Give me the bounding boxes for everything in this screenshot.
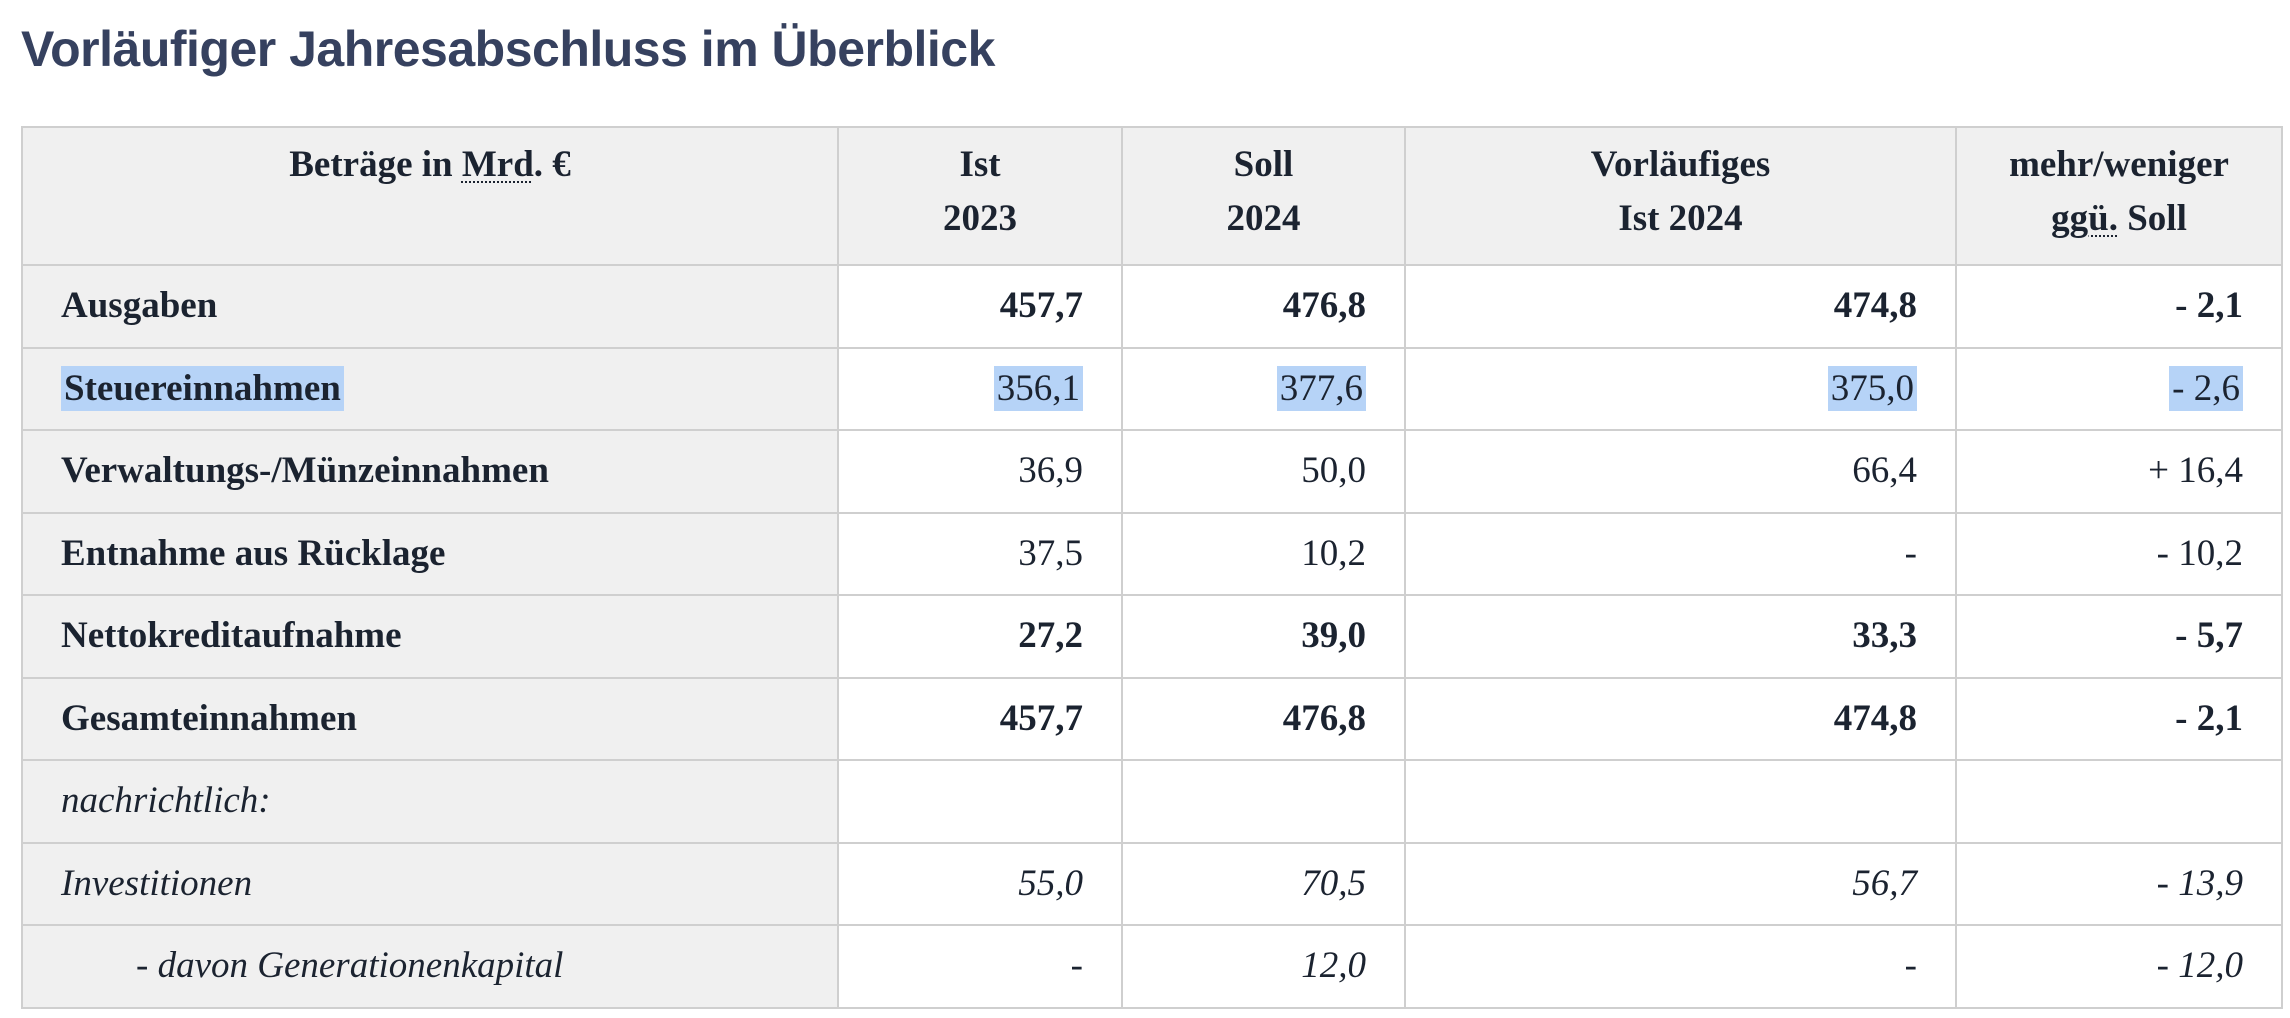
- cell-soll-2024: 12,0: [1121, 924, 1406, 1009]
- cell-soll-2024: 377,6: [1121, 346, 1406, 431]
- row-label: Ausgaben: [21, 264, 839, 349]
- table-header-row: Beträge in Mrd. € Ist 2023 Soll 2024 Vorlä…: [21, 126, 2283, 266]
- cell-vorl-ist-2024: 474,8: [1404, 264, 1957, 349]
- header-line: mehr/weniger: [2009, 144, 2229, 185]
- row-label: Nettokreditaufnahme: [21, 594, 839, 679]
- row-label-cell: Steuereinnahmen: [21, 346, 839, 431]
- cell-diff: [1955, 759, 2283, 844]
- cell-diff: - 10,2: [1955, 511, 2283, 596]
- selected-text[interactable]: 356,1: [993, 365, 1083, 411]
- cell-ist-2023: 55,0: [837, 841, 1123, 926]
- cell-diff: - 2,1: [1955, 676, 2283, 761]
- table-row-steuereinnahmen: Steuereinnahmen 356,1 377,6 375,0 - 2,6: [21, 346, 2283, 431]
- cell-vorl-ist-2024: [1404, 759, 1957, 844]
- cell-diff: - 5,7: [1955, 594, 2283, 679]
- cell-ist-2023: 27,2: [837, 594, 1123, 679]
- header-line: Ist 2024: [1618, 198, 1743, 239]
- table-row-investitionen: Investitionen 55,0 70,5 56,7 - 13,9: [21, 841, 2283, 926]
- selected-text[interactable]: 375,0: [1827, 365, 1917, 411]
- selected-text[interactable]: Steuereinnahmen: [61, 365, 344, 411]
- cell-soll-2024: [1121, 759, 1406, 844]
- header-unit-suffix: . €: [533, 144, 571, 185]
- header-line: Ist: [959, 144, 1001, 185]
- header-difference: mehr/weniger ggü. Soll: [1955, 126, 2283, 266]
- row-label: nachrichtlich:: [21, 759, 839, 844]
- cell-diff: - 13,9: [1955, 841, 2283, 926]
- table-row-verwaltungseinnahmen: Verwaltungs-/Münzeinnahmen 36,9 50,0 66,…: [21, 429, 2283, 514]
- cell-vorl-ist-2024: 56,7: [1404, 841, 1957, 926]
- cell-vorl-ist-2024: 375,0: [1404, 346, 1957, 431]
- selected-text[interactable]: - 2,6: [2169, 365, 2243, 411]
- row-label: - davon Generationenkapital: [21, 924, 839, 1009]
- cell-vorl-ist-2024: -: [1404, 511, 1957, 596]
- cell-soll-2024: 476,8: [1121, 264, 1406, 349]
- cell-diff: + 16,4: [1955, 429, 2283, 514]
- header-line: Vorläufiges: [1590, 144, 1771, 185]
- table-row-entnahme-ruecklage: Entnahme aus Rücklage 37,5 10,2 - - 10,2: [21, 511, 2283, 596]
- cell-ist-2023: [837, 759, 1123, 844]
- cell-soll-2024: 50,0: [1121, 429, 1406, 514]
- table-row-gesamteinnahmen: Gesamteinnahmen 457,7 476,8 474,8 - 2,1: [21, 676, 2283, 761]
- header-line: 2023: [943, 198, 1017, 239]
- header-line: Soll: [2117, 198, 2187, 239]
- cell-ist-2023: 37,5: [837, 511, 1123, 596]
- cell-soll-2024: 70,5: [1121, 841, 1406, 926]
- header-vorlaeufiges-ist-2024: Vorläufiges Ist 2024: [1404, 126, 1957, 266]
- budget-overview-table: Beträge in Mrd. € Ist 2023 Soll 2024 Vorlä…: [21, 126, 2283, 1009]
- header-line: 2024: [1226, 198, 1301, 239]
- table-row-generationenkapital: - davon Generationenkapital - 12,0 - - 1…: [21, 924, 2283, 1009]
- row-label: Entnahme aus Rücklage: [21, 511, 839, 596]
- selected-text[interactable]: 377,6: [1276, 365, 1366, 411]
- row-label: Verwaltungs-/Münzeinnahmen: [21, 429, 839, 514]
- cell-diff: - 2,6: [1955, 346, 2283, 431]
- table-row-nettokreditaufnahme: Nettokreditaufnahme 27,2 39,0 33,3 - 5,7: [21, 594, 2283, 679]
- cell-diff: - 2,1: [1955, 264, 2283, 349]
- cell-vorl-ist-2024: 474,8: [1404, 676, 1957, 761]
- cell-ist-2023: 457,7: [837, 264, 1123, 349]
- cell-vorl-ist-2024: -: [1404, 924, 1957, 1009]
- header-amounts-unit: Beträge in Mrd. €: [21, 126, 839, 266]
- cell-ist-2023: -: [837, 924, 1123, 1009]
- table-row-nachrichtlich: nachrichtlich:: [21, 759, 2283, 844]
- cell-ist-2023: 356,1: [837, 346, 1123, 431]
- cell-soll-2024: 39,0: [1121, 594, 1406, 679]
- cell-vorl-ist-2024: 33,3: [1404, 594, 1957, 679]
- cell-vorl-ist-2024: 66,4: [1404, 429, 1957, 514]
- abbr-mrd[interactable]: Mrd: [461, 144, 534, 185]
- cell-diff: - 12,0: [1955, 924, 2283, 1009]
- cell-ist-2023: 457,7: [837, 676, 1123, 761]
- header-line: Soll: [1233, 144, 1294, 185]
- header-unit-prefix: Beträge in: [289, 144, 462, 185]
- header-ist-2023: Ist 2023: [837, 126, 1123, 266]
- table-row-ausgaben: Ausgaben 457,7 476,8 474,8 - 2,1: [21, 264, 2283, 349]
- abbr-ggue[interactable]: ggü.: [2051, 198, 2118, 239]
- cell-soll-2024: 10,2: [1121, 511, 1406, 596]
- row-label: Gesamteinnahmen: [21, 676, 839, 761]
- cell-soll-2024: 476,8: [1121, 676, 1406, 761]
- cell-ist-2023: 36,9: [837, 429, 1123, 514]
- page-title: Vorläufiger Jahresabschluss im Überblick: [21, 21, 995, 77]
- row-label: Investitionen: [21, 841, 839, 926]
- header-soll-2024: Soll 2024: [1121, 126, 1406, 266]
